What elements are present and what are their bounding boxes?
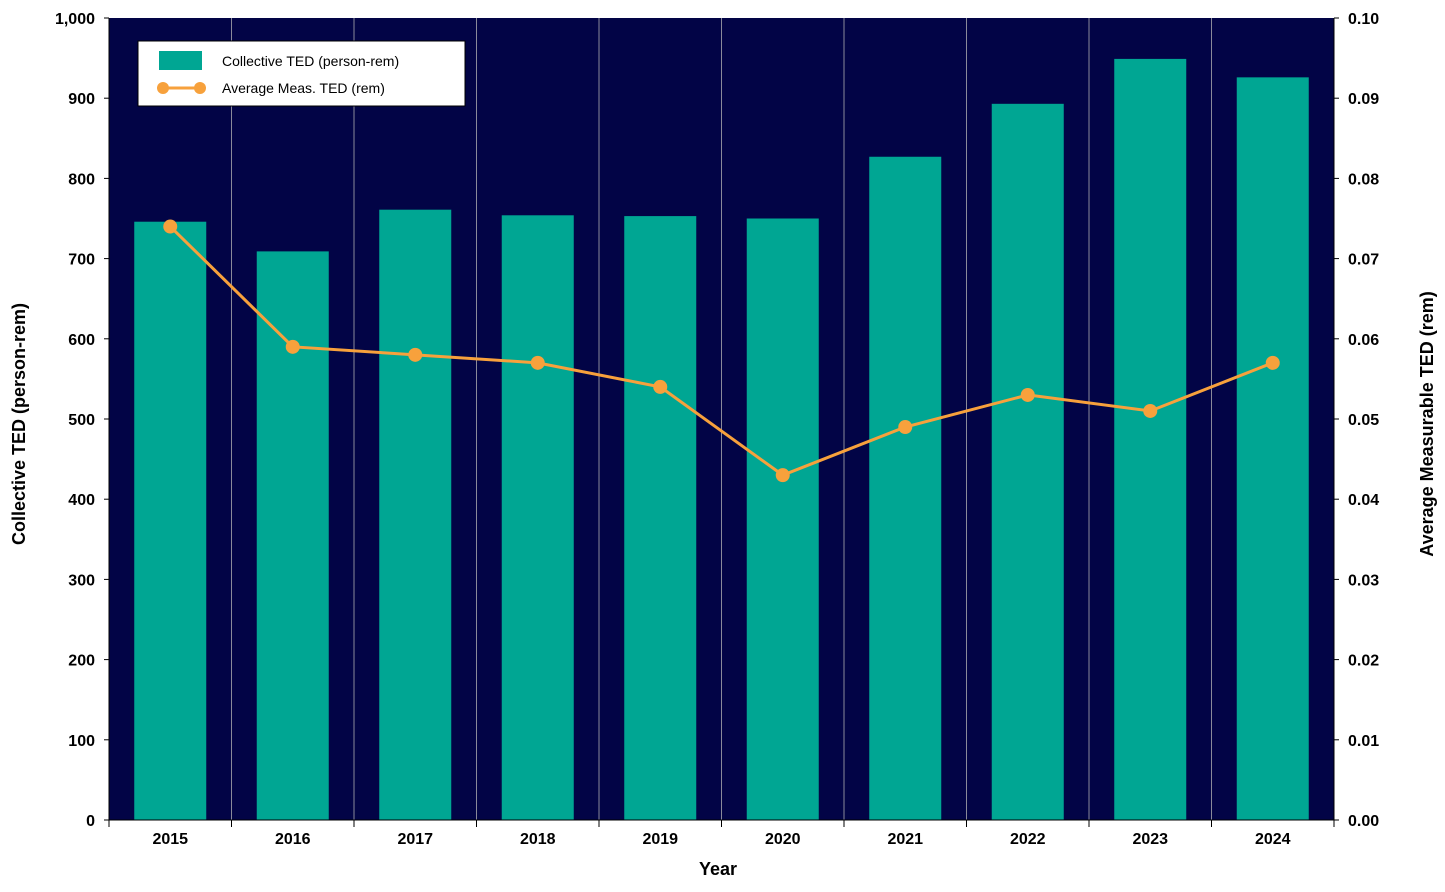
- y-tick-label: 1,000: [55, 11, 95, 28]
- x-tick-label: 2021: [887, 831, 923, 848]
- y2-tick-label: 0.07: [1348, 252, 1379, 269]
- y-tick-label: 400: [68, 492, 95, 509]
- y2-tick-label: 0.05: [1348, 412, 1379, 429]
- point-2022[interactable]: [1020, 387, 1035, 402]
- y-tick-label: 300: [68, 572, 95, 589]
- bar-2015[interactable]: [134, 221, 207, 820]
- y2-tick-label: 0.08: [1348, 171, 1379, 188]
- y2-tick-label: 0.00: [1348, 813, 1379, 830]
- y-tick-label: 800: [68, 171, 95, 188]
- point-2023[interactable]: [1143, 403, 1158, 418]
- point-2024[interactable]: [1265, 355, 1280, 370]
- point-2018[interactable]: [530, 355, 545, 370]
- y2-tick-label: 0.02: [1348, 653, 1379, 670]
- point-2016[interactable]: [285, 339, 300, 354]
- point-2021[interactable]: [898, 420, 913, 435]
- bar-2018[interactable]: [501, 215, 574, 821]
- legend-swatch-bar: [159, 51, 202, 70]
- x-tick-label: 2015: [152, 831, 188, 848]
- y-tick-label: 0: [86, 813, 95, 830]
- legend-label-average: Average Meas. TED (rem): [222, 80, 385, 96]
- legend-label-collective: Collective TED (person-rem): [222, 53, 399, 69]
- y2-tick-label: 0.09: [1348, 91, 1379, 108]
- y2-tick-label: 0.10: [1348, 11, 1379, 28]
- bar-2019[interactable]: [624, 216, 697, 820]
- bar-2020[interactable]: [746, 218, 819, 821]
- bar-2023[interactable]: [1114, 58, 1187, 821]
- y-tick-label: 700: [68, 252, 95, 269]
- y2-tick-label: 0.03: [1348, 572, 1379, 589]
- legend-swatch-marker-left: [157, 82, 169, 94]
- y2-tick-label: 0.01: [1348, 733, 1379, 750]
- x-tick-label: 2017: [397, 831, 433, 848]
- average-ted-line: [169, 225, 1274, 477]
- y-tick-label: 500: [68, 412, 95, 429]
- y-tick-label: 600: [68, 332, 95, 349]
- legend-box: [137, 40, 466, 107]
- x-tick-label: 2024: [1255, 831, 1291, 848]
- x-tick-label: 2018: [520, 831, 556, 848]
- bar-2021[interactable]: [869, 156, 942, 821]
- y2-tick-label: 0.04: [1348, 492, 1379, 509]
- x-tick-label: 2016: [275, 831, 311, 848]
- y2-tick-label: 0.06: [1348, 332, 1379, 349]
- x-tick-label: 2020: [765, 831, 801, 848]
- bar-2022[interactable]: [991, 103, 1064, 820]
- point-2015[interactable]: [163, 219, 178, 234]
- x-axis-title: Year: [699, 859, 737, 879]
- y-axis-title: Collective TED (person-rem): [9, 303, 29, 545]
- point-2020[interactable]: [775, 468, 790, 483]
- x-tick-label: 2023: [1132, 831, 1168, 848]
- bar-2024[interactable]: [1236, 77, 1309, 820]
- x-tick-label: 2022: [1010, 831, 1046, 848]
- legend: Collective TED (person-rem) Average Meas…: [137, 40, 466, 107]
- y-tick-label: 100: [68, 733, 95, 750]
- point-2017[interactable]: [408, 347, 423, 362]
- legend-swatch-marker-right: [194, 82, 206, 94]
- y-tick-label: 900: [68, 91, 95, 108]
- bar-2016[interactable]: [256, 251, 329, 820]
- x-tick-label: 2019: [642, 831, 678, 848]
- point-2019[interactable]: [653, 379, 668, 394]
- y2-axis-title: Average Measurable TED (rem): [1417, 291, 1437, 556]
- bar-2017[interactable]: [379, 209, 452, 821]
- y-tick-label: 200: [68, 653, 95, 670]
